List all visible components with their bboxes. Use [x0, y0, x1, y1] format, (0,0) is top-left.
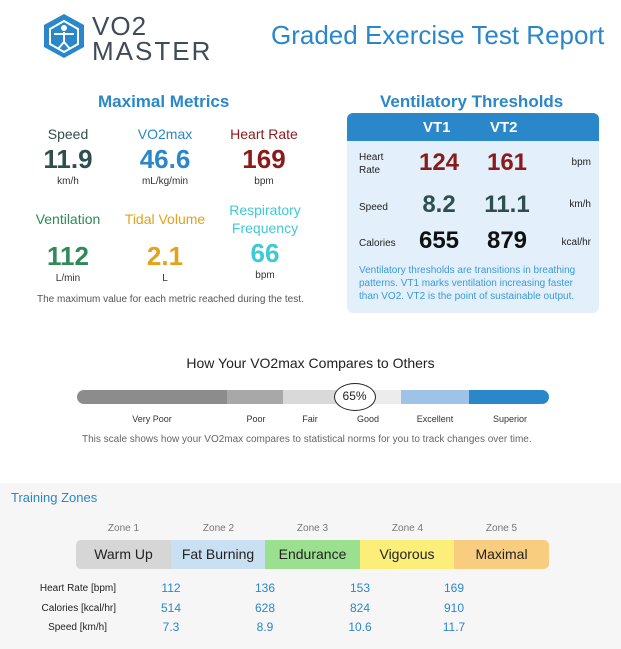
metric-unit: L [162, 273, 168, 284]
vt-header: VT1 VT2 [347, 113, 599, 141]
zone-vigorous: Vigorous [360, 540, 454, 569]
vt-row-unit: kcal/hr [561, 237, 591, 248]
vt-note: Ventilatory thresholds are transitions i… [359, 265, 576, 302]
metric-tidal-volume: Tidal Volume 2.1 L [110, 210, 220, 285]
report-title: Graded Exercise Test Report [271, 20, 605, 50]
zone-4-label: Zone 4 [391, 523, 424, 534]
vo2max-scale [77, 390, 549, 404]
scale-segment-fair [283, 390, 339, 404]
maximal-note: The maximum value for each metric reache… [37, 294, 304, 305]
vt-row-calories: Calories 655 879 kcal/hr [347, 225, 599, 261]
zone-2-label: Zone 2 [202, 523, 235, 534]
zone-1-label: Zone 1 [107, 523, 140, 534]
ventilatory-thresholds-title: Ventilatory Thresholds [380, 92, 564, 111]
zone-name: Vigorous [379, 546, 435, 562]
metric-label: Ventilation [35, 211, 101, 227]
metric-value: 66 [250, 238, 280, 268]
scale-label-superior: Superior [492, 414, 528, 424]
metric-unit: bpm [255, 270, 275, 281]
zone-name: Fat Burning [181, 546, 255, 562]
metric-vo2max: VO2max 46.6 mL/kg/min [110, 125, 220, 188]
scale-label-good: Good [356, 414, 380, 424]
zone-value: 7.3 [162, 620, 180, 634]
vt2-value: 879 [486, 227, 528, 254]
zone-value: 910 [443, 601, 465, 615]
metric-label: Respiratory Frequency [229, 202, 301, 236]
vt2-value: 11.1 [484, 191, 530, 218]
vt-row-heart-rate: Heart Rate 124 161 bpm [347, 147, 599, 183]
zone-value: 514 [160, 601, 182, 615]
metric-unit: L/min [55, 273, 81, 284]
scale-segment-very-poor [77, 390, 227, 404]
scale-label-very-poor: Very Poor [132, 414, 172, 424]
scale-segment-superior [469, 390, 549, 404]
metric-value: 169 [242, 144, 286, 174]
scale-label-fair: Fair [302, 414, 318, 424]
scale-segment-excellent [401, 390, 469, 404]
ventilatory-thresholds-card: VT1 VT2 Heart Rate 124 161 bpm Speed 8.2… [347, 113, 599, 313]
vt-row-label: Heart Rate [359, 152, 384, 176]
zone-value: 628 [254, 601, 276, 615]
scale-label-excellent: Excellent [416, 414, 454, 424]
vt2-header: VT2 [490, 119, 518, 136]
hexagon-person-icon [44, 14, 84, 58]
zone-value: 169 [443, 581, 465, 595]
scale-label-poor: Poor [246, 414, 266, 424]
logo-text-master: MASTER [92, 36, 213, 66]
zone-endurance: Endurance [265, 540, 360, 569]
zone-name: Endurance [278, 546, 347, 562]
zone-value: 11.7 [442, 620, 466, 634]
metric-speed: Speed 11.9 km/h [13, 125, 123, 188]
vt-row-label: Speed [359, 202, 388, 213]
vt1-value: 8.2 [422, 191, 456, 218]
vt1-header: VT1 [423, 119, 451, 136]
metric-value: 46.6 [139, 144, 191, 174]
zone-row-label-heart-rate: Heart Rate [bpm] [39, 583, 116, 594]
zone-warm-up: Warm Up [76, 540, 171, 569]
metric-label: Tidal Volume [124, 211, 206, 227]
vt1-value: 124 [418, 149, 460, 176]
vt2-value: 161 [486, 149, 528, 176]
logo-text-vo2: VO2 [92, 11, 148, 41]
metric-value: 11.9 [43, 144, 93, 174]
metric-label: Speed [47, 126, 89, 142]
zone-5-label: Zone 5 [485, 523, 518, 534]
vt-row-speed: Speed 8.2 11.1 km/h [347, 189, 599, 225]
zone-value: 136 [254, 581, 276, 595]
vt-row-unit: km/h [569, 199, 591, 210]
metric-unit: bpm [254, 176, 274, 187]
metric-ventilation: Ventilation 112 L/min [13, 210, 123, 285]
metric-label: VO2max [137, 126, 193, 142]
metric-heart-rate: Heart Rate 169 bpm [209, 125, 319, 188]
zone-value: 8.9 [256, 620, 274, 634]
zone-value: 10.6 [348, 620, 372, 634]
metric-unit: km/h [57, 176, 79, 187]
metric-value: 2.1 [146, 241, 184, 271]
vt-row-unit: bpm [571, 157, 591, 168]
maximal-metrics-title: Maximal Metrics [98, 92, 230, 111]
zone-name: Warm Up [94, 546, 153, 562]
metric-value: 112 [47, 241, 89, 271]
compare-note: This scale shows how your VO2max compare… [82, 434, 532, 445]
zone-value: 824 [349, 601, 371, 615]
compare-title: How Your VO2max Compares to Others [186, 355, 435, 371]
zone-name: Maximal [475, 546, 528, 562]
training-zones-title: Training Zones [11, 490, 98, 505]
zone-value: 153 [349, 581, 371, 595]
vt-row-label: Calories [359, 238, 396, 249]
vo2master-logo: VO2 MASTER [42, 11, 217, 66]
metric-unit: mL/kg/min [141, 176, 189, 187]
zone-row-label-calories: Calories [kcal/hr] [41, 603, 116, 614]
zone-3-label: Zone 3 [296, 523, 329, 534]
zone-value: 112 [161, 581, 181, 595]
zone-maximal: Maximal [454, 540, 549, 569]
percentile-marker: 65% [333, 383, 376, 411]
zone-fat-burning: Fat Burning [171, 540, 265, 569]
metric-label: Heart Rate [230, 126, 298, 142]
vt1-value: 655 [418, 227, 460, 254]
scale-segment-poor [227, 390, 283, 404]
zone-row-label-speed: Speed [km/h] [48, 622, 107, 633]
metric-respiratory-frequency: Respiratory Frequency 66 bpm [205, 201, 325, 282]
